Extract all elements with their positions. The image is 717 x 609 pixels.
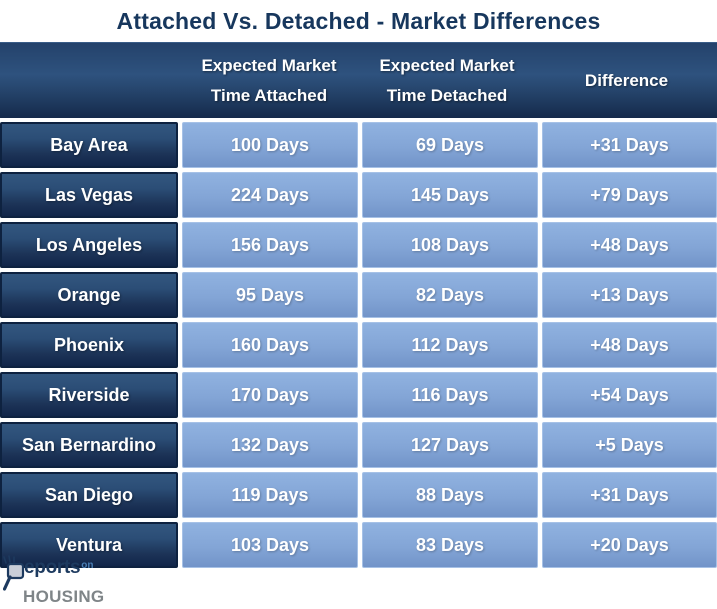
- row-label: Phoenix: [0, 322, 178, 368]
- detached-value: 108 Days: [362, 222, 538, 268]
- detached-value: 82 Days: [362, 272, 538, 318]
- difference-value: +13 Days: [542, 272, 717, 318]
- difference-value: +31 Days: [542, 122, 717, 168]
- logo-on-text: on: [81, 560, 94, 571]
- attached-value: 156 Days: [182, 222, 358, 268]
- row-label: Bay Area: [0, 122, 178, 168]
- detached-value: 88 Days: [362, 472, 538, 518]
- table-row: Ventura 103 Days 83 Days +20 Days: [0, 522, 717, 568]
- attached-value: 224 Days: [182, 172, 358, 218]
- header-detached-line1: Expected Market: [379, 55, 515, 75]
- reports-on-housing-logo: eports on HOUSING: [3, 555, 104, 605]
- attached-value: 160 Days: [182, 322, 358, 368]
- table-row: Las Vegas 224 Days 145 Days +79 Days: [0, 172, 717, 218]
- logo-reports-text: eports: [24, 557, 81, 578]
- difference-value: +5 Days: [542, 422, 717, 468]
- detached-value: 116 Days: [362, 372, 538, 418]
- table-row: Los Angeles 156 Days 108 Days +48 Days: [0, 222, 717, 268]
- header-attached-line2: Time Attached: [210, 85, 328, 105]
- detached-value: 83 Days: [362, 522, 538, 568]
- header-detached: Expected Market Time Detached: [358, 51, 536, 111]
- difference-value: +79 Days: [542, 172, 717, 218]
- attached-value: 95 Days: [182, 272, 358, 318]
- table-row: Orange 95 Days 82 Days +13 Days: [0, 272, 717, 318]
- row-label: Riverside: [0, 372, 178, 418]
- attached-value: 132 Days: [182, 422, 358, 468]
- difference-value: +48 Days: [542, 222, 717, 268]
- table-row: Riverside 170 Days 116 Days +54 Days: [0, 372, 717, 418]
- logo-housing-text: HOUSING: [23, 587, 105, 606]
- header-attached-line1: Expected Market: [201, 55, 337, 75]
- row-label: Las Vegas: [0, 172, 178, 218]
- detached-value: 112 Days: [362, 322, 538, 368]
- row-label: San Bernardino: [0, 422, 178, 468]
- difference-value: +31 Days: [542, 472, 717, 518]
- difference-value: +20 Days: [542, 522, 717, 568]
- attached-value: 100 Days: [182, 122, 358, 168]
- detached-value: 127 Days: [362, 422, 538, 468]
- row-label: Los Angeles: [0, 222, 178, 268]
- attached-value: 119 Days: [182, 472, 358, 518]
- difference-value: +54 Days: [542, 372, 717, 418]
- header-attached: Expected Market Time Attached: [180, 51, 358, 111]
- table-header: Expected Market Time Attached Expected M…: [0, 42, 717, 118]
- row-label: San Diego: [0, 472, 178, 518]
- page-title: Attached Vs. Detached - Market Differenc…: [116, 7, 601, 34]
- row-label: Orange: [0, 272, 178, 318]
- table-row: Phoenix 160 Days 112 Days +48 Days: [0, 322, 717, 368]
- attached-value: 103 Days: [182, 522, 358, 568]
- difference-value: +48 Days: [542, 322, 717, 368]
- header-difference: Difference: [584, 70, 669, 90]
- attached-value: 170 Days: [182, 372, 358, 418]
- table-row: San Diego 119 Days 88 Days +31 Days: [0, 472, 717, 518]
- table-row: Bay Area 100 Days 69 Days +31 Days: [0, 122, 717, 168]
- header-detached-line2: Time Detached: [386, 85, 508, 105]
- detached-value: 69 Days: [362, 122, 538, 168]
- table-row: San Bernardino 132 Days 127 Days +5 Days: [0, 422, 717, 468]
- table-body: Bay Area 100 Days 69 Days +31 Days Las V…: [0, 122, 717, 568]
- detached-value: 145 Days: [362, 172, 538, 218]
- reports-on-housing-logo-icon: [3, 555, 25, 591]
- row-label: Ventura: [0, 522, 178, 568]
